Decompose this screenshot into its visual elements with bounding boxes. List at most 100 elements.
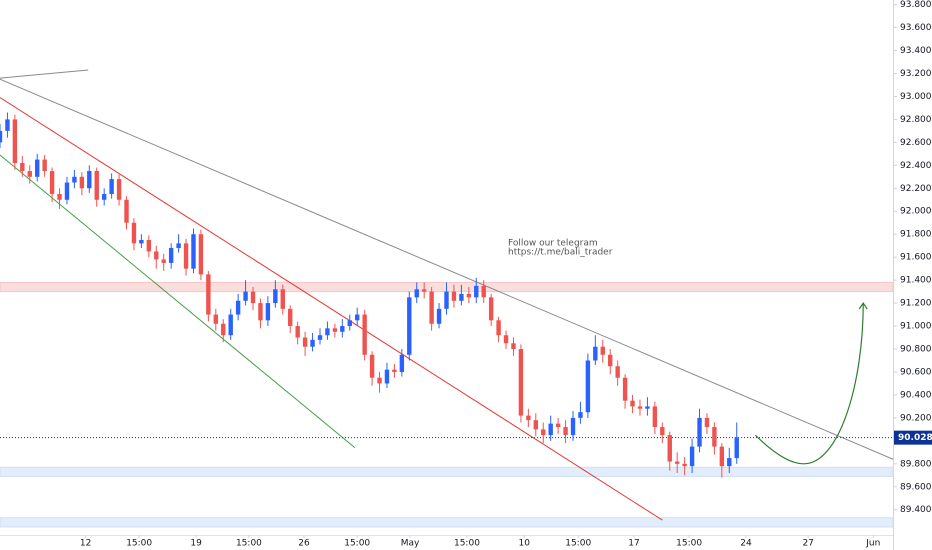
y-tick-label: 91.400 xyxy=(900,276,932,286)
y-tick-label: 93.400 xyxy=(900,46,932,56)
candle-body xyxy=(570,417,576,436)
candle-body xyxy=(526,415,531,421)
candle-body xyxy=(593,346,598,361)
candle-body xyxy=(265,303,271,321)
candle-body xyxy=(198,234,204,275)
candle-body xyxy=(94,171,99,200)
candle-body xyxy=(518,349,524,416)
candle-body xyxy=(109,179,114,195)
candle-body xyxy=(310,339,315,347)
y-tick-label: 89.800 xyxy=(900,459,932,469)
candle-body xyxy=(533,420,538,430)
candle-body xyxy=(0,130,3,143)
candle-body xyxy=(362,314,367,355)
candle-body xyxy=(704,417,710,428)
candle-body xyxy=(667,435,672,462)
x-tick-label: 15:00 xyxy=(126,539,152,549)
candle-body xyxy=(12,119,18,164)
y-tick-label: 90.200 xyxy=(900,413,932,423)
candle-body xyxy=(183,243,189,269)
candle-body xyxy=(116,179,122,200)
candle-body xyxy=(101,194,107,200)
trend-line xyxy=(0,78,894,460)
candle-body xyxy=(637,406,643,409)
x-tick-label: 27 xyxy=(802,539,813,549)
y-tick-label: 90.400 xyxy=(900,390,932,400)
zone xyxy=(0,466,894,477)
candle-body xyxy=(273,289,278,304)
candle-body xyxy=(682,463,687,467)
x-tick-label: 12 xyxy=(80,539,91,549)
candle-body xyxy=(347,320,352,327)
y-tick-label: 93.800 xyxy=(900,0,932,10)
candle-body xyxy=(332,328,338,332)
candle-body xyxy=(250,291,256,304)
y-tick-label: 91.800 xyxy=(900,230,932,240)
candle-body xyxy=(436,308,442,324)
candle-body xyxy=(317,335,323,340)
trend-line xyxy=(0,97,663,521)
zone xyxy=(0,517,894,528)
candle-body xyxy=(615,366,620,378)
candle-body xyxy=(622,377,628,401)
x-tick-label: 15:00 xyxy=(236,539,262,549)
candle-body xyxy=(161,259,166,263)
y-tick-label: 92.400 xyxy=(900,161,932,171)
candle-body xyxy=(674,461,680,464)
candle-body xyxy=(377,377,382,384)
candle-body xyxy=(124,199,129,223)
candle-body xyxy=(325,328,330,336)
candle-body xyxy=(213,314,219,324)
candle-body xyxy=(660,427,665,436)
candle-body xyxy=(87,171,92,189)
candle-body xyxy=(727,458,732,467)
y-tick-label: 89.400 xyxy=(900,505,932,515)
candle-body xyxy=(429,291,434,324)
candle-body xyxy=(27,171,32,177)
candle-body xyxy=(459,293,464,301)
candle-body xyxy=(258,303,263,321)
candle-body xyxy=(146,239,152,252)
x-tick-label: 26 xyxy=(298,539,310,549)
candle-body xyxy=(235,300,241,315)
y-tick-label: 92.600 xyxy=(900,138,932,148)
candle-body xyxy=(20,163,25,172)
candle-body xyxy=(168,247,174,263)
candle-body xyxy=(541,429,546,436)
candle-body xyxy=(206,274,211,315)
x-tick-label: 17 xyxy=(628,539,639,549)
candle-body xyxy=(228,314,233,336)
candle-body xyxy=(719,446,725,467)
candle-body xyxy=(72,176,77,183)
candle-body xyxy=(5,119,10,131)
candle-body xyxy=(421,289,427,292)
candle-body xyxy=(652,406,658,428)
candle-body xyxy=(191,234,196,269)
candle-body xyxy=(444,291,449,309)
candle-body xyxy=(154,251,159,260)
candle-body xyxy=(221,323,226,336)
y-tick-label: 91.600 xyxy=(900,253,932,263)
candle-body xyxy=(407,297,412,355)
last-price-label: 90.028 xyxy=(898,433,932,443)
y-tick-label: 92.000 xyxy=(900,207,932,217)
projection-curve xyxy=(754,303,864,465)
candle-body xyxy=(496,320,501,336)
candle-body xyxy=(608,354,613,367)
candle-body xyxy=(734,437,739,459)
candle-body xyxy=(369,354,375,378)
candle-body xyxy=(474,285,479,298)
candle-body xyxy=(511,343,516,350)
y-tick-label: 89.600 xyxy=(900,482,932,492)
y-tick-label: 93.000 xyxy=(900,92,932,102)
y-tick-label: 91.200 xyxy=(900,299,932,309)
x-tick-label: 19 xyxy=(190,539,202,549)
last-price-box xyxy=(894,430,932,445)
y-tick-label: 92.800 xyxy=(900,115,932,125)
candle-body xyxy=(585,360,591,413)
candle-body xyxy=(79,176,85,189)
candle-body xyxy=(392,369,397,372)
candle-body xyxy=(42,159,47,172)
candle-body xyxy=(288,308,293,327)
